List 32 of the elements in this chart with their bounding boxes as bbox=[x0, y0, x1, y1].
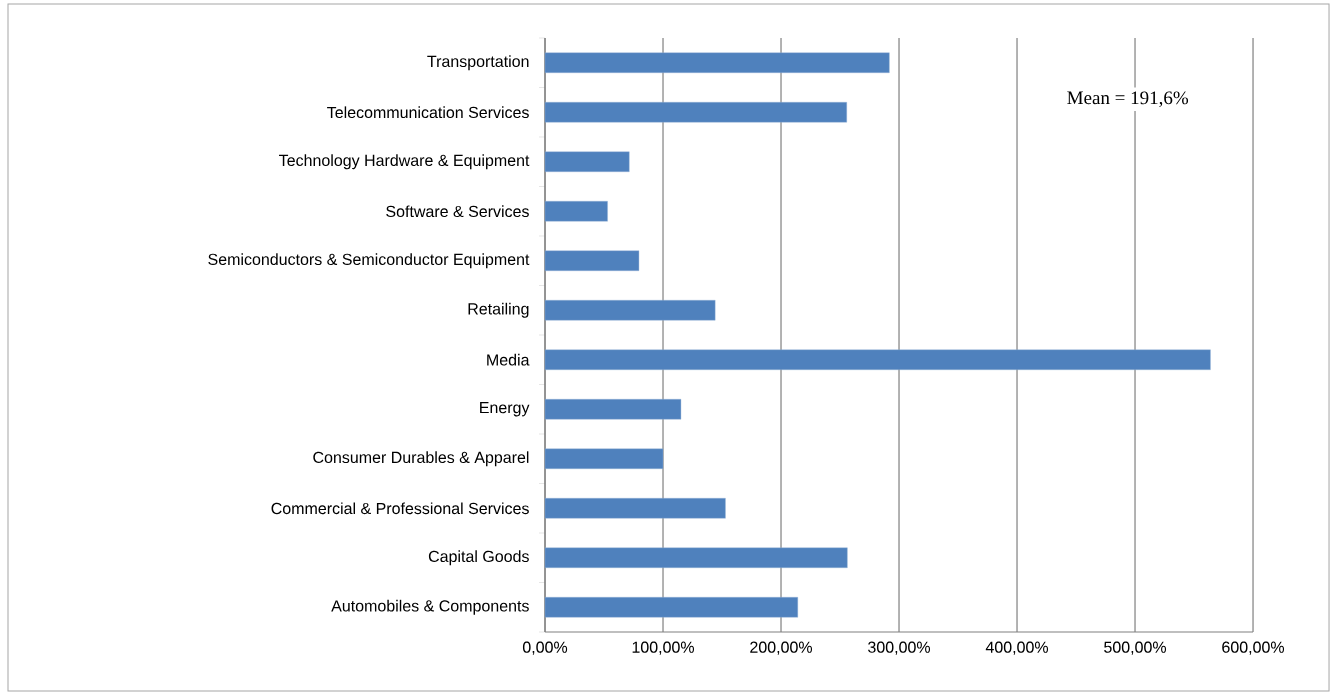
x-tick-label: 100,00% bbox=[632, 641, 695, 655]
y-tick-label: Commercial & Professional Services bbox=[271, 502, 529, 515]
y-tick-label: Software & Services bbox=[386, 205, 529, 218]
bar bbox=[544, 300, 716, 321]
bar bbox=[544, 597, 798, 618]
y-tick-label: Retailing bbox=[468, 302, 529, 318]
x-tick-label: 300,00% bbox=[868, 641, 931, 655]
x-tick-label: 500,00% bbox=[1104, 641, 1167, 655]
y-tick-label: Energy bbox=[480, 402, 530, 417]
y-tick-label: Capital Goods bbox=[428, 550, 529, 566]
y-tick-label: Consumer Durables & Apparel bbox=[313, 451, 529, 467]
bar bbox=[544, 448, 664, 469]
bar bbox=[544, 52, 890, 73]
y-tick-label: Automobiles & Components bbox=[331, 599, 529, 615]
x-tick-label: 600,00% bbox=[1222, 641, 1285, 655]
y-tick-label: Transportation bbox=[427, 55, 529, 71]
bar bbox=[544, 250, 640, 271]
x-tick-label: 400,00% bbox=[985, 641, 1049, 655]
annotation: Mean = 191,6% bbox=[1067, 91, 1189, 107]
y-tick-label: Telecommunication Services bbox=[327, 106, 529, 119]
bar bbox=[544, 151, 630, 172]
bar bbox=[544, 498, 726, 519]
bar bbox=[544, 399, 682, 420]
y-tick-label: Semiconductors & Semiconductor Equipment bbox=[208, 253, 530, 269]
x-tick-label: 0,00% bbox=[522, 641, 568, 655]
bar bbox=[544, 102, 847, 123]
x-tick-label: 200,00% bbox=[750, 641, 813, 655]
bar bbox=[544, 547, 848, 568]
bar bbox=[544, 201, 608, 222]
y-tick-label: Technology Hardware & Equipment bbox=[279, 154, 530, 170]
y-tick-label: Media bbox=[487, 353, 530, 366]
bar bbox=[544, 349, 1211, 370]
